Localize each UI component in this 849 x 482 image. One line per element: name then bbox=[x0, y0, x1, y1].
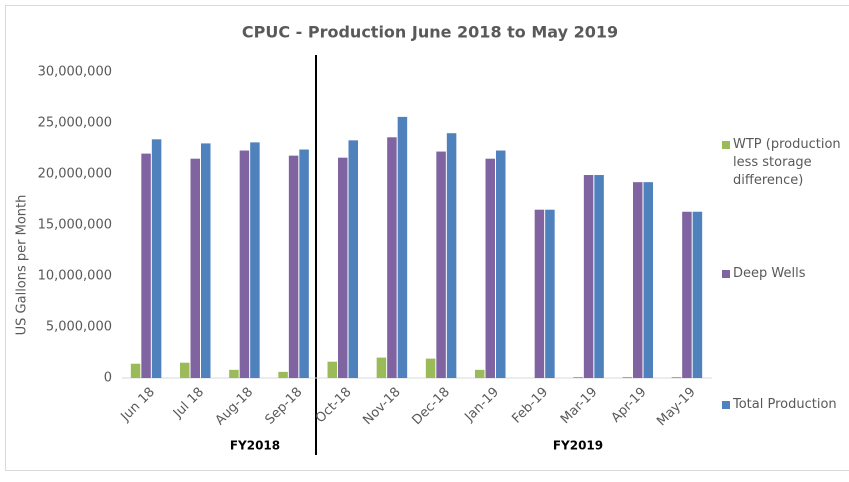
bar bbox=[436, 151, 446, 378]
x-tick-label: Dec-18 bbox=[409, 385, 452, 428]
x-tick-label: Aug-18 bbox=[213, 385, 257, 429]
bar bbox=[338, 157, 348, 378]
bar bbox=[573, 376, 583, 378]
x-tick-label: Oct-18 bbox=[313, 385, 355, 427]
bar bbox=[239, 150, 250, 378]
bar bbox=[387, 137, 397, 378]
bar bbox=[250, 142, 260, 378]
bar bbox=[376, 357, 387, 378]
x-tick-label: Jul 18 bbox=[170, 385, 207, 422]
y-tick-label: 10,000,000 bbox=[38, 269, 112, 284]
x-tick-label: May-19 bbox=[654, 385, 698, 429]
x-tick-label: Apr-19 bbox=[609, 385, 650, 426]
y-tick-label: 20,000,000 bbox=[38, 167, 112, 182]
bar bbox=[190, 158, 200, 378]
bar bbox=[141, 153, 151, 378]
chart-frame bbox=[5, 5, 849, 471]
legend-swatch bbox=[722, 141, 730, 149]
bar bbox=[130, 363, 141, 378]
bar bbox=[682, 211, 692, 378]
x-tick-label: Feb-19 bbox=[509, 385, 551, 427]
legend-item: WTP (production less storage difference) bbox=[722, 136, 849, 190]
bar bbox=[327, 361, 337, 378]
bar bbox=[583, 175, 594, 378]
bar bbox=[288, 155, 299, 378]
bar bbox=[299, 149, 309, 378]
bar bbox=[278, 371, 288, 378]
bar bbox=[348, 140, 358, 378]
legend-label: Total Production bbox=[733, 397, 837, 412]
bar bbox=[425, 358, 436, 378]
bar bbox=[446, 133, 457, 378]
x-tick-label: Nov-18 bbox=[360, 385, 403, 428]
bar bbox=[151, 139, 162, 378]
annotation: FY2018 bbox=[230, 439, 280, 453]
y-tick-label: 0 bbox=[104, 371, 112, 386]
x-tick-label: Jun 18 bbox=[118, 385, 158, 425]
bar bbox=[594, 175, 604, 378]
legend-swatch bbox=[722, 401, 730, 409]
bar bbox=[545, 209, 555, 378]
legend-label: Deep Wells bbox=[733, 266, 806, 281]
chart-title: CPUC - Production June 2018 to May 2019 bbox=[242, 23, 618, 42]
bar bbox=[180, 362, 190, 378]
y-axis-label: US Gallons per Month bbox=[15, 195, 30, 336]
bar bbox=[643, 182, 653, 378]
y-tick-label: 15,000,000 bbox=[38, 218, 112, 233]
legend-item: Deep Wells bbox=[722, 265, 849, 283]
legend-item: Total Production bbox=[722, 396, 849, 414]
bar bbox=[633, 182, 643, 378]
y-tick-label: 25,000,000 bbox=[38, 116, 112, 131]
bar bbox=[671, 376, 682, 378]
bar bbox=[229, 369, 239, 378]
bar bbox=[496, 150, 506, 378]
y-tick-label: 30,000,000 bbox=[38, 65, 112, 80]
x-tick-label: Mar-19 bbox=[558, 385, 600, 427]
legend-swatch bbox=[722, 270, 730, 278]
x-tick-label: Sep-18 bbox=[262, 385, 305, 428]
x-tick-label: Jan-19 bbox=[462, 385, 503, 426]
bar bbox=[534, 209, 545, 378]
bar bbox=[475, 369, 485, 378]
annotation: FY2019 bbox=[553, 439, 603, 453]
y-tick-label: 5,000,000 bbox=[46, 320, 112, 335]
bar bbox=[397, 116, 408, 378]
bar bbox=[622, 376, 632, 378]
bar bbox=[201, 143, 211, 378]
bar bbox=[485, 158, 495, 378]
legend-label: WTP (production less storage difference) bbox=[733, 137, 841, 188]
bar bbox=[692, 211, 703, 378]
